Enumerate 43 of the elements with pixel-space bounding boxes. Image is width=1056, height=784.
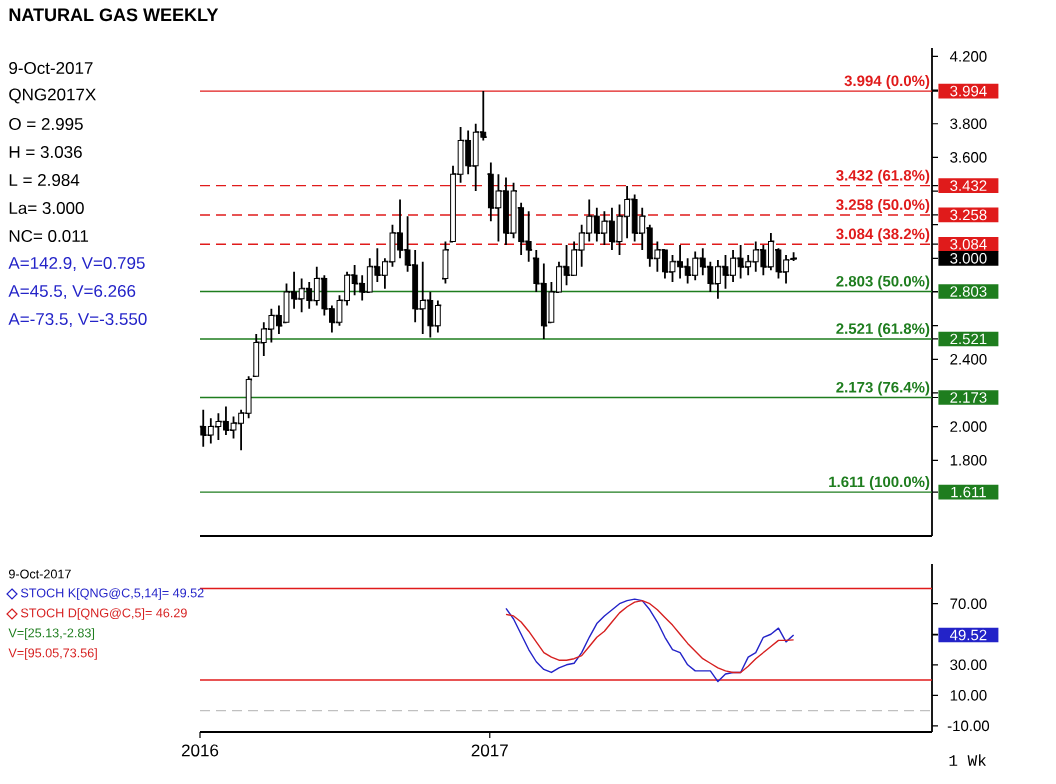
candlestick (442, 240, 449, 285)
text: La= 3.000 (9, 201, 84, 215)
candlestick (503, 176, 509, 246)
candlestick (593, 206, 600, 243)
candlestick (495, 173, 502, 243)
candlestick (207, 417, 214, 445)
candlestick (434, 299, 441, 334)
candlestick (215, 412, 222, 441)
candlestick (715, 259, 721, 300)
text: 1 Wk (949, 754, 986, 766)
candlestick (223, 405, 229, 436)
text: O = 2.995 (9, 117, 83, 131)
candlestick (737, 243, 744, 280)
text: A=-73.5, V=-3.550 (8, 312, 147, 328)
candlestick (321, 274, 328, 317)
candlestick (722, 254, 729, 290)
candlestick (783, 254, 789, 285)
chart-title: NATURAL GAS WEEKLY (9, 8, 219, 22)
candlestick (677, 243, 683, 280)
candlestick (768, 232, 774, 272)
candlestick (313, 265, 320, 307)
text: 9-Oct-2017 (9, 61, 93, 75)
candlestick (298, 277, 305, 314)
candlestick (692, 250, 699, 282)
candlestick (487, 161, 494, 223)
candlestick (662, 249, 668, 280)
candlestick (752, 240, 759, 273)
candlestick (730, 249, 736, 283)
text: L = 2.984 (9, 174, 80, 187)
x-tick-label: 2016 (181, 744, 219, 757)
candlestick (631, 193, 638, 243)
candlestick (351, 264, 358, 297)
text: QNG2017X (9, 88, 96, 104)
candlestick (609, 206, 615, 251)
text: A=45.5, V=6.266 (8, 284, 136, 300)
text: NC= 0.011 (9, 229, 89, 243)
text: H = 3.036 (9, 146, 82, 159)
candlestick (646, 223, 653, 268)
x-tick-label: 2017 (471, 744, 508, 757)
candlestick (200, 408, 207, 448)
candlestick (601, 210, 608, 246)
candlestick (563, 243, 570, 287)
text: A=142.9, V=0.795 (8, 256, 145, 272)
